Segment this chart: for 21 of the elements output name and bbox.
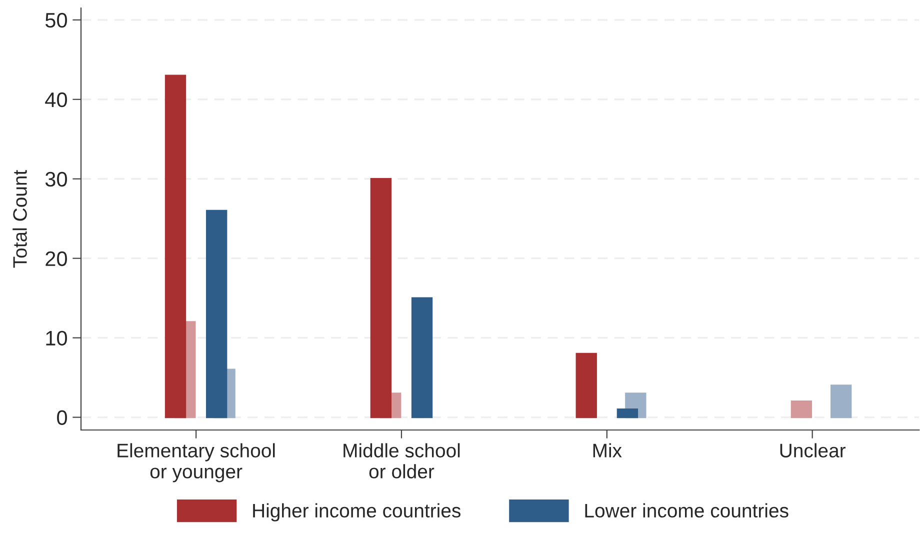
bar	[411, 297, 433, 418]
y-tick-label: 40	[45, 92, 67, 108]
bar	[370, 178, 392, 418]
bar	[206, 210, 228, 418]
x-tick-label: Mix	[593, 443, 622, 458]
x-tick-label: Elementary school or younger	[118, 443, 275, 482]
y-tick-label: 20	[46, 251, 67, 266]
legend-label: Higher income countries	[253, 503, 460, 522]
legend-label: Lower income countries	[585, 503, 788, 518]
bar	[616, 408, 638, 418]
y-tick-label: 50	[45, 12, 67, 28]
bar	[576, 352, 597, 418]
y-tick-label: 30	[45, 172, 67, 187]
bar	[790, 400, 812, 418]
bar	[830, 384, 852, 418]
x-tick-label: Unclear	[780, 443, 846, 458]
bar	[164, 74, 186, 418]
y-tick-label: 0	[57, 410, 67, 426]
x-tick-label: Middle school or older	[344, 443, 460, 478]
y-tick-label: 10	[46, 330, 67, 346]
y-axis-title: Total Count	[12, 170, 27, 268]
